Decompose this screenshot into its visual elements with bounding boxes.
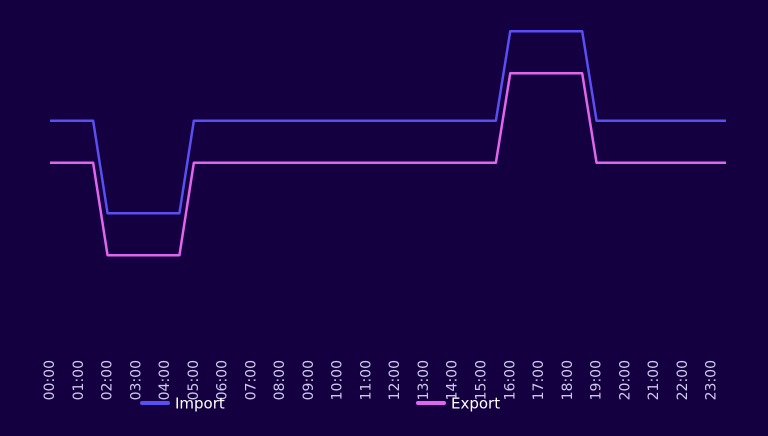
x-tick-label: 20:00 [617, 360, 633, 400]
x-tick-label: 01:00 [71, 360, 87, 400]
x-tick-label: 04:00 [157, 360, 173, 400]
x-tick-label: 06:00 [215, 360, 231, 400]
x-tick-label: 13:00 [416, 360, 432, 400]
x-tick-label: 11:00 [358, 360, 374, 400]
x-tick-label: 07:00 [243, 360, 259, 400]
x-tick-label: 23:00 [704, 360, 720, 400]
x-tick-label: 10:00 [330, 360, 346, 400]
x-tick-label: 19:00 [589, 360, 605, 400]
x-tick-label: 14:00 [445, 360, 461, 400]
x-tick-label: 03:00 [128, 360, 144, 400]
x-tick-label: 00:00 [42, 360, 58, 400]
x-tick-label: 05:00 [186, 360, 202, 400]
series-line [50, 29, 726, 215]
x-tick-label: 15:00 [473, 360, 489, 400]
x-tick-label: 02:00 [100, 360, 116, 400]
series-line [50, 71, 726, 257]
x-tick-label: 22:00 [675, 360, 691, 400]
x-tick-label: 21:00 [646, 360, 662, 400]
legend-label: Import [175, 395, 225, 413]
x-tick-label: 12:00 [387, 360, 403, 400]
x-tick-label: 08:00 [272, 360, 288, 400]
x-tick-label: 18:00 [560, 360, 576, 400]
x-tick-label: 09:00 [301, 360, 317, 400]
x-tick-label: 17:00 [531, 360, 547, 400]
legend-label: Export [451, 395, 500, 413]
x-tick-label: 16:00 [502, 360, 518, 400]
